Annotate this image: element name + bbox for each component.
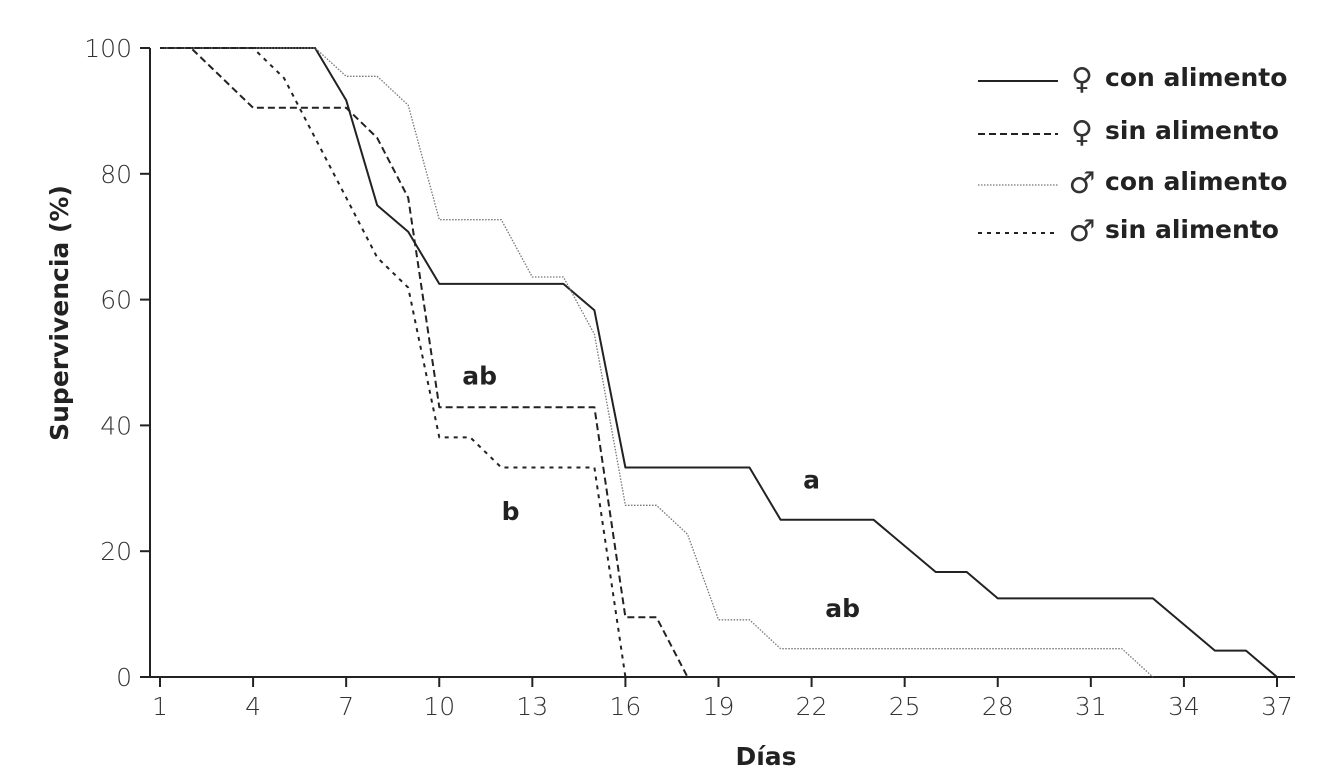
x-tick-label: 31 — [1075, 692, 1107, 721]
annotation-label: a — [803, 465, 820, 494]
legend-label: con alimento — [1105, 167, 1287, 196]
x-ticks: 1 4 7 10 13 16 19 22 25 28 31 34 37 — [152, 677, 1293, 721]
y-tick-label: 60 — [100, 286, 132, 315]
legend-sex-symbol: ♀ — [1071, 115, 1093, 150]
x-tick-label: 13 — [516, 692, 548, 721]
y-axis-title: Supervivencia (%) — [45, 185, 74, 441]
legend-sex-symbol: ♂ — [1069, 166, 1096, 201]
y-ticks: 0 20 40 60 80 100 — [84, 34, 150, 692]
x-tick-label: 7 — [338, 692, 354, 721]
legend-sex-symbol: ♀ — [1071, 62, 1093, 97]
annotation-layer: ab b a ab — [462, 362, 860, 624]
x-tick-label: 34 — [1168, 692, 1200, 721]
x-tick-label: 10 — [423, 692, 455, 721]
legend-sex-symbol: ♂ — [1069, 214, 1096, 249]
series-line-2 — [160, 47, 689, 678]
x-tick-label: 4 — [245, 692, 261, 721]
annotation-label: b — [502, 497, 520, 526]
x-axis-title: Días — [735, 742, 796, 771]
legend-label: con alimento — [1105, 63, 1287, 92]
legend-label: sin alimento — [1105, 215, 1279, 244]
series-line-4 — [160, 47, 627, 678]
series-layer — [160, 47, 1278, 678]
x-tick-label: 1 — [152, 692, 168, 721]
y-tick-label: 40 — [100, 411, 132, 440]
y-tick-label: 80 — [100, 160, 132, 189]
annotation-label: ab — [825, 594, 860, 623]
y-tick-label: 20 — [100, 537, 132, 566]
x-tick-label: 25 — [889, 692, 921, 721]
x-tick-label: 28 — [982, 692, 1014, 721]
legend: ♀ con alimento ♀ sin alimento ♂ con alimento ♂… — [978, 62, 1287, 249]
x-tick-label: 19 — [703, 692, 735, 721]
series-line-1 — [160, 47, 1278, 678]
annotation-label: ab — [462, 362, 497, 391]
x-tick-label: 37 — [1261, 692, 1293, 721]
y-tick-label: 0 — [116, 663, 132, 692]
x-tick-label: 22 — [796, 692, 828, 721]
x-tick-label: 16 — [610, 692, 642, 721]
y-tick-label: 100 — [84, 34, 132, 63]
axes — [149, 48, 1295, 678]
legend-label: sin alimento — [1105, 116, 1279, 145]
series-line-3 — [160, 47, 1154, 678]
